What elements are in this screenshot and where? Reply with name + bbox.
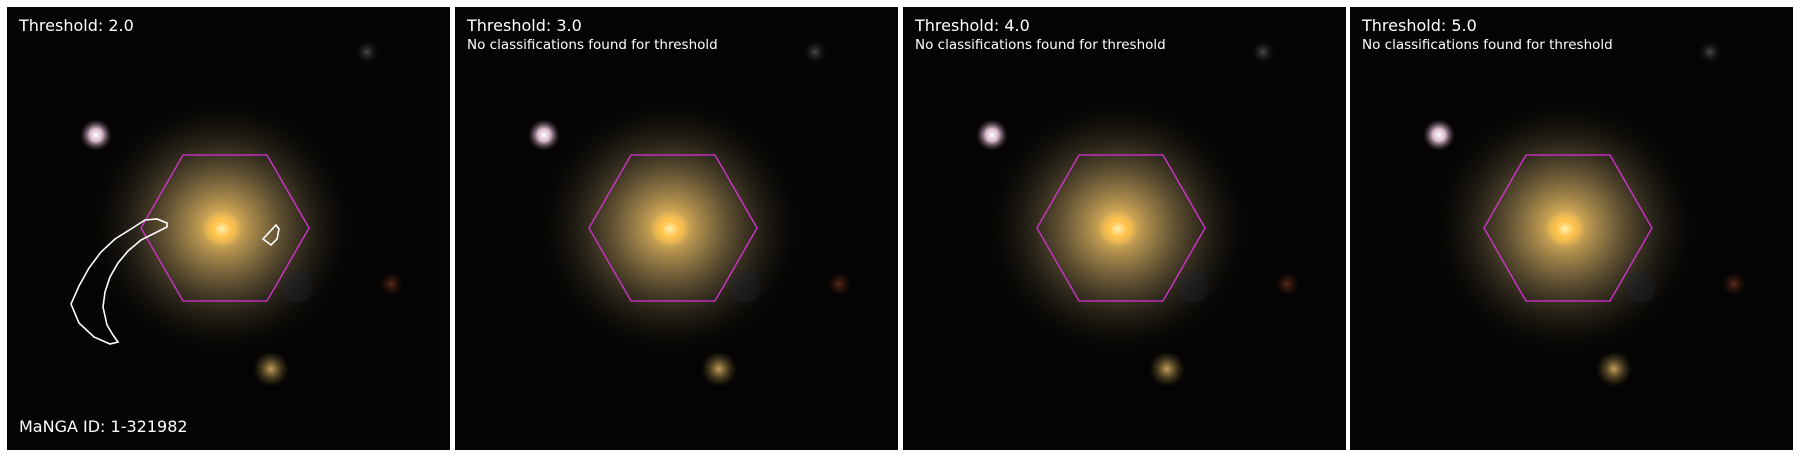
manga-id-label: MaNGA ID: 1-321982: [19, 417, 188, 436]
panel-title: Threshold: 3.0: [467, 16, 582, 35]
panel-threshold-4: Threshold: 4.0 No classifications found …: [903, 7, 1346, 450]
panel-threshold-5: Threshold: 5.0 No classifications found …: [1350, 7, 1793, 450]
panel-title: Threshold: 4.0: [915, 16, 1030, 35]
no-classifications-note: No classifications found for threshold: [1362, 37, 1613, 53]
galaxy-image: [7, 7, 450, 450]
ifu-hexagon: [1036, 154, 1206, 302]
ifu-hexagon: [1483, 154, 1653, 302]
galaxy-image: [903, 7, 1346, 450]
panel-title: Threshold: 5.0: [1362, 16, 1477, 35]
classification-contour-small: [261, 223, 280, 247]
galaxy-image: [455, 7, 898, 450]
no-classifications-note: No classifications found for threshold: [915, 37, 1166, 53]
no-classifications-note: No classifications found for threshold: [467, 37, 718, 53]
panel-threshold-3: Threshold: 3.0 No classifications found …: [455, 7, 898, 450]
galaxy-image: [1350, 7, 1793, 450]
ifu-hexagon: [140, 154, 310, 302]
panel-threshold-2: Threshold: 2.0 MaNGA ID: 1-321982: [7, 7, 450, 450]
ifu-hexagon: [588, 154, 758, 302]
panel-title: Threshold: 2.0: [19, 16, 134, 35]
classification-contour: [70, 218, 168, 345]
